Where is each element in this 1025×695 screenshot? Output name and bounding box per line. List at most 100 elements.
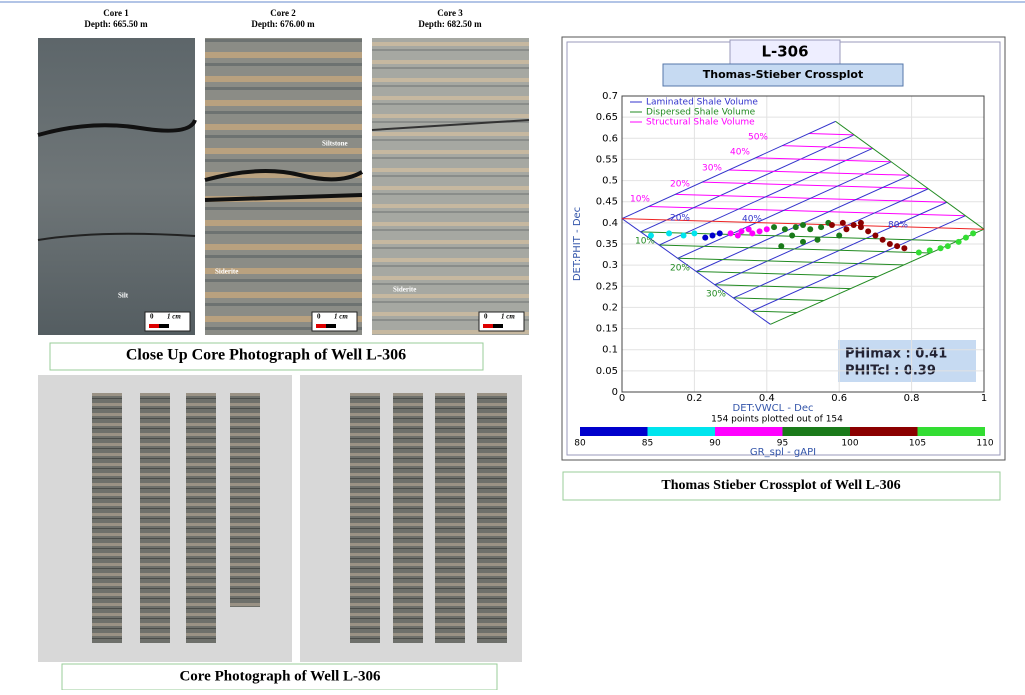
data-point [807, 226, 813, 232]
core-strip [435, 393, 465, 643]
scale-bar [149, 324, 159, 328]
data-point [789, 233, 795, 239]
data-point [728, 230, 734, 236]
x-tick-label: 1 [981, 393, 987, 404]
chart-subtitle: Thomas-Stieber Crossplot [703, 68, 864, 81]
data-point [927, 247, 933, 253]
colorbar-tick: 95 [777, 439, 788, 449]
data-point [894, 243, 900, 249]
core-strip [230, 393, 260, 607]
data-point [970, 230, 976, 236]
core-name: Core 3 [437, 8, 463, 18]
scale-bar [493, 324, 503, 328]
percent-label: 20% [670, 264, 690, 274]
slide: Close Up Core Photograph of Well L-306 C… [0, 0, 1025, 690]
scale-bar [159, 324, 169, 328]
data-point [814, 237, 820, 243]
core-strip [350, 393, 380, 643]
y-tick-label: 0.65 [596, 112, 618, 123]
photo-label: Siltstone [322, 140, 348, 148]
colorbar-tick: 85 [642, 439, 653, 449]
y-tick-label: 0.6 [602, 133, 618, 144]
data-point [648, 233, 654, 239]
colorbar-bin [918, 427, 986, 436]
data-point [956, 239, 962, 245]
core-strip [393, 393, 423, 643]
core-strip [92, 393, 122, 643]
result: PHImax : 0.41 [845, 347, 947, 362]
y-tick-label: 0.5 [602, 176, 618, 187]
x-tick-label: 0.4 [759, 393, 775, 404]
scale-label: 1 cm [501, 313, 515, 321]
data-point [938, 245, 944, 251]
percent-label: 40% [742, 215, 762, 225]
data-point [764, 226, 770, 232]
data-point [858, 220, 864, 226]
core-strip [477, 393, 507, 643]
x-tick-label: 0.8 [904, 393, 920, 404]
colorbar-bin [850, 427, 918, 436]
colorbar-bin [783, 427, 851, 436]
caption: Thomas Stieber Crossplot of Well L-306 [661, 478, 900, 493]
y-tick-label: 0.35 [596, 239, 618, 250]
percent-label: 10% [630, 195, 650, 205]
percent-label: 20% [670, 214, 690, 224]
scale-label: 0 [150, 313, 154, 321]
y-tick-label: 0.05 [596, 366, 618, 377]
x-tick-label: 0 [619, 393, 625, 404]
data-point [829, 222, 835, 228]
core-name: Core 2 [270, 8, 296, 18]
core-strip [140, 393, 170, 643]
data-point [681, 233, 687, 239]
data-point [840, 220, 846, 226]
data-point [800, 239, 806, 245]
legend-label: Laminated Shale Volume [646, 98, 758, 108]
y-tick-label: 0 [612, 387, 618, 398]
data-point [963, 235, 969, 241]
y-tick-label: 0.4 [602, 218, 618, 229]
core-depth: Depth: 682.50 m [418, 19, 482, 29]
y-tick-label: 0.7 [602, 91, 618, 102]
data-point [800, 222, 806, 228]
core-name: Core 1 [103, 8, 129, 18]
photo-label: Siderite [215, 268, 238, 276]
y-tick-label: 0.2 [602, 302, 618, 313]
caption: Core Photograph of Well L-306 [179, 668, 381, 684]
colorbar-bin [648, 427, 716, 436]
scale-bar [316, 324, 326, 328]
colorbar-tick: 110 [976, 439, 993, 449]
scale-bar [326, 324, 336, 328]
data-point [717, 230, 723, 236]
core-strip [186, 393, 216, 643]
percent-label: 50% [748, 133, 768, 143]
percent-label: 80% [888, 221, 908, 231]
core-depth: Depth: 665.50 m [84, 19, 148, 29]
x-tick-label: 0.6 [831, 393, 847, 404]
data-point [666, 230, 672, 236]
body: Close Up Core Photograph of Well L-306 C… [0, 0, 1025, 690]
data-point [782, 226, 788, 232]
photo-label: Silt [118, 292, 129, 300]
core-depth: Depth: 676.00 m [251, 19, 315, 29]
colorbar-tick: 100 [841, 439, 858, 449]
y-tick-label: 0.55 [596, 154, 618, 165]
data-point [778, 243, 784, 249]
note: 154 points plotted out of 154 [711, 415, 843, 425]
data-point [851, 222, 857, 228]
data-point [901, 245, 907, 251]
data-point [818, 224, 824, 230]
scale-label: 1 cm [167, 313, 181, 321]
data-point [735, 233, 741, 239]
y-tick-label: 0.3 [602, 260, 618, 271]
y-tick-label: 0.25 [596, 281, 618, 292]
data-point [872, 233, 878, 239]
scale-label: 0 [317, 313, 321, 321]
caption: Close Up Core Photograph of Well L-306 [126, 347, 406, 364]
data-point [945, 243, 951, 249]
data-point [710, 233, 716, 239]
scale-bar [483, 324, 493, 328]
data-point [865, 228, 871, 234]
y-axis-label: DET:PHIT - Dec [572, 207, 583, 281]
y-tick-label: 0.1 [602, 345, 618, 356]
data-point [691, 230, 697, 236]
